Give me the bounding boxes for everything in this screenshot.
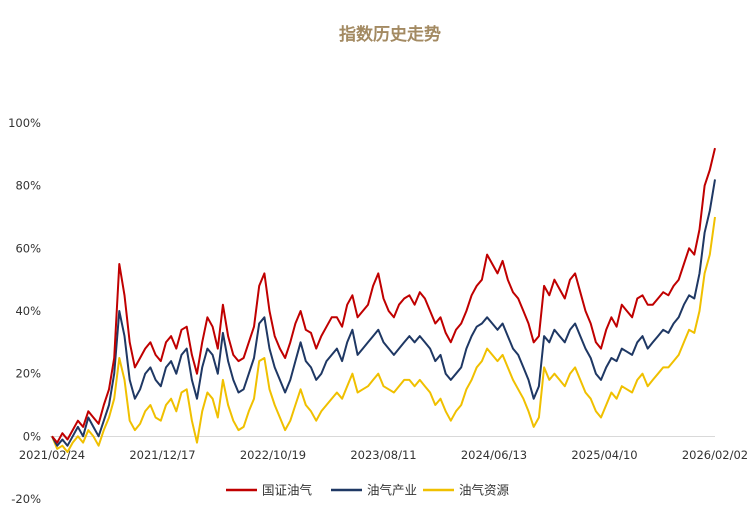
chart-title: 指数历史走势 — [339, 25, 441, 45]
x-tick-label: 2023/08/11 — [350, 448, 416, 462]
x-tick-label: 2024/06/13 — [461, 448, 527, 462]
series-line — [51, 179, 716, 447]
series-line — [51, 216, 716, 453]
legend-label: 国证油气 — [262, 483, 313, 498]
x-tick-label: 2021/02/24 — [19, 448, 85, 462]
y-tick-label: 20% — [15, 367, 41, 381]
y-tick-label: 80% — [15, 179, 41, 193]
y-tick-label: 100% — [8, 116, 41, 130]
y-axis: 100% 80% 60% 40% 20% 0% -20% — [8, 116, 41, 506]
legend-label: 油气资源 — [459, 483, 510, 498]
series-line — [51, 147, 716, 444]
x-tick-label: 2022/10/19 — [240, 448, 306, 462]
y-tick-label: 60% — [15, 241, 41, 255]
series-lines — [51, 147, 716, 453]
y-tick-label: -20% — [11, 492, 41, 506]
legend: 国证油气 油气产业 油气资源 — [226, 483, 510, 498]
legend-label: 油气产业 — [367, 483, 417, 498]
y-tick-label: 0% — [23, 429, 41, 443]
x-axis: 2021/02/24 2021/12/17 2022/10/19 2023/08/11… — [19, 448, 748, 462]
x-tick-label: 2026/02/02 — [682, 448, 748, 462]
y-tick-label: 40% — [15, 304, 41, 318]
x-tick-label: 2021/12/17 — [129, 448, 195, 462]
x-tick-label: 2025/04/10 — [571, 448, 637, 462]
